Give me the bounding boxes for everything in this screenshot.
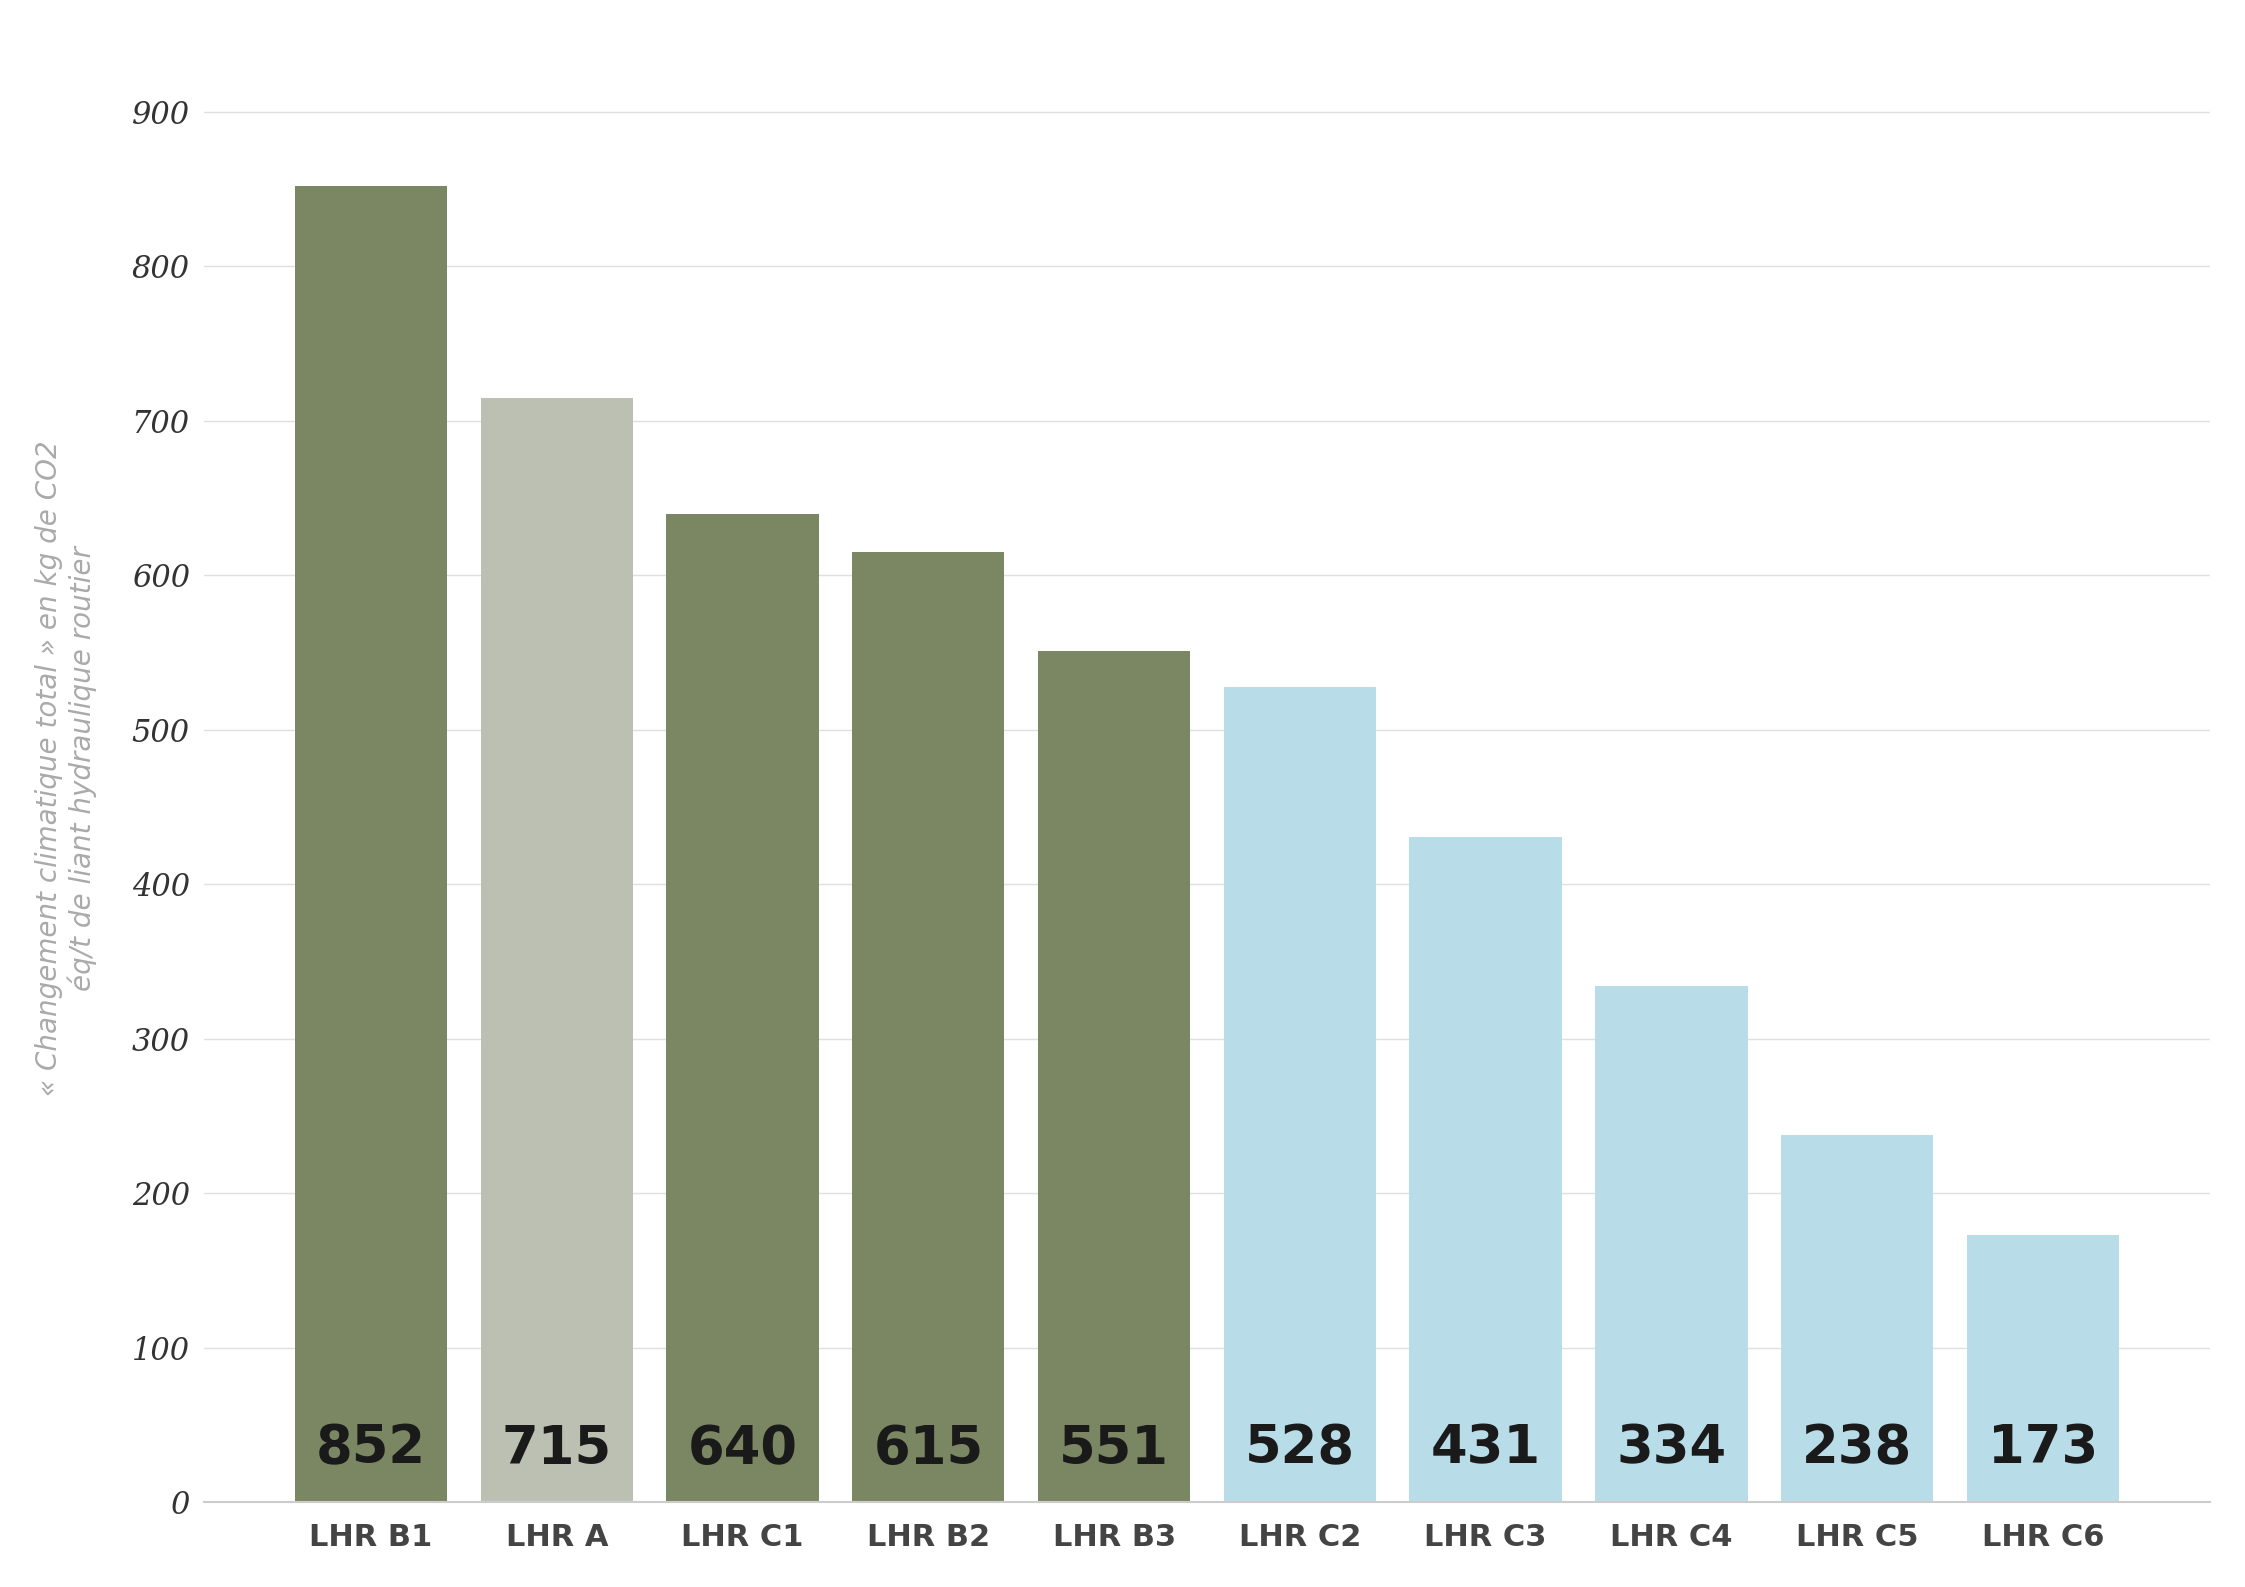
Text: 640: 640 — [687, 1422, 797, 1474]
Text: 715: 715 — [501, 1422, 613, 1474]
Bar — [294, 186, 447, 1503]
Bar — [1596, 987, 1747, 1503]
Bar — [853, 552, 1004, 1503]
Text: 173: 173 — [1987, 1422, 2099, 1474]
Bar — [1967, 1235, 2119, 1503]
Bar — [480, 398, 633, 1503]
Y-axis label: « Changement climatique total » en kg de CO2
éq/t de liant hydraulique routier: « Changement climatique total » en kg de… — [34, 441, 97, 1097]
Text: 551: 551 — [1060, 1422, 1170, 1474]
Bar — [1224, 687, 1376, 1503]
Bar — [1037, 651, 1190, 1503]
Text: 238: 238 — [1803, 1422, 1913, 1474]
Bar — [1410, 836, 1563, 1503]
Bar — [667, 514, 819, 1503]
Bar — [1780, 1135, 1933, 1503]
Text: 528: 528 — [1244, 1422, 1356, 1474]
Text: 615: 615 — [873, 1422, 983, 1474]
Text: 334: 334 — [1616, 1422, 1726, 1474]
Text: 852: 852 — [317, 1422, 427, 1474]
Text: 431: 431 — [1430, 1422, 1540, 1474]
